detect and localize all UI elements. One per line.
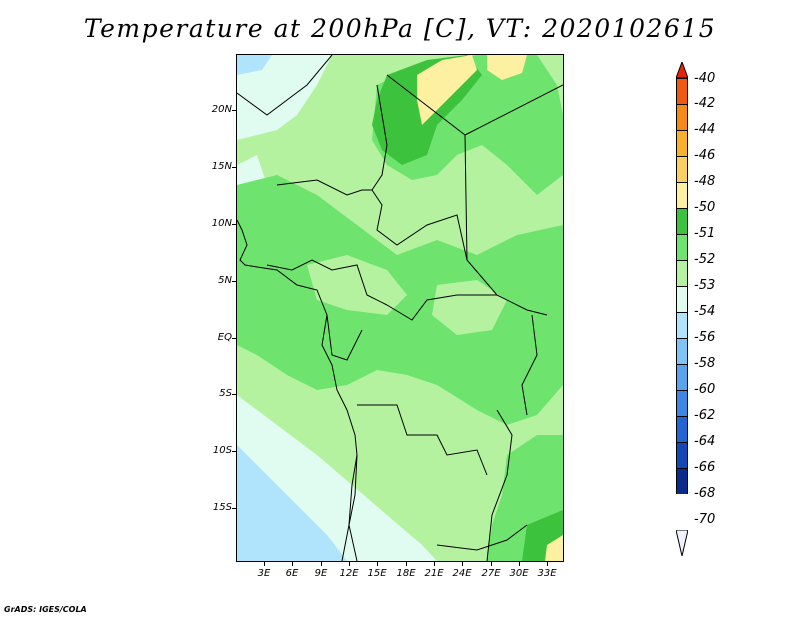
map-title: Temperature at 200hPa [C], VT: 202010261…	[83, 14, 717, 43]
temp-band-56-north	[237, 55, 272, 75]
lat-tick	[232, 167, 236, 168]
lat-tick	[232, 508, 236, 509]
lon-tick	[547, 562, 548, 566]
lat-label: 20N	[211, 104, 232, 115]
lat-tick	[232, 338, 236, 339]
lat-tick	[232, 224, 236, 225]
temp-band-50-north	[417, 55, 477, 125]
lat-label: 15S	[212, 502, 232, 513]
lon-tick	[321, 562, 322, 566]
lon-tick	[264, 562, 265, 566]
legend-swatch	[676, 208, 688, 234]
legend-label: -60	[694, 382, 716, 397]
temp-band-54-north	[237, 55, 332, 140]
legend-label: -40	[694, 71, 716, 86]
legend-label: -62	[694, 408, 716, 423]
legend-label: -56	[694, 330, 716, 345]
temperature-map	[236, 54, 564, 562]
legend-swatch	[676, 312, 688, 338]
legend-swatch	[676, 182, 688, 208]
legend-swatch	[676, 416, 688, 442]
lon-tick	[349, 562, 350, 566]
lon-tick	[519, 562, 520, 566]
footer-credit: GrADS: IGES/COLA	[4, 605, 87, 614]
lon-label: 15E	[367, 568, 387, 579]
lon-label: 24E	[452, 568, 472, 579]
legend-swatch	[676, 234, 688, 260]
lat-tick	[232, 110, 236, 111]
lon-tick	[292, 562, 293, 566]
legend-label: -46	[694, 148, 716, 163]
legend-label: -64	[694, 434, 716, 449]
lon-label: 33E	[537, 568, 557, 579]
legend-swatch	[676, 442, 688, 468]
legend-label: -48	[694, 174, 716, 189]
lon-label: 27E	[481, 568, 501, 579]
legend-top-cap	[676, 62, 688, 78]
legend-label: -54	[694, 304, 716, 319]
legend-swatch	[676, 260, 688, 286]
lon-label: 12E	[339, 568, 359, 579]
legend-label: -44	[694, 122, 716, 137]
lon-label: 18E	[396, 568, 416, 579]
legend-label: -66	[694, 460, 716, 475]
lon-label: 30E	[509, 568, 529, 579]
lat-label: 5S	[219, 388, 232, 399]
temp-band-56-southwest	[237, 445, 347, 561]
lat-label: 10S	[212, 445, 232, 456]
legend-label: -58	[694, 356, 716, 371]
legend-label: -51	[694, 226, 716, 241]
legend-swatch	[676, 338, 688, 364]
lat-label: EQ	[217, 332, 232, 343]
legend-swatch	[676, 286, 688, 312]
temp-band-50-se	[545, 535, 563, 561]
legend-swatch	[676, 78, 688, 104]
legend-label: -42	[694, 96, 716, 111]
lat-tick	[232, 451, 236, 452]
lon-tick	[377, 562, 378, 566]
lon-tick	[406, 562, 407, 566]
legend-label: -70	[694, 512, 716, 527]
lat-tick	[232, 394, 236, 395]
lon-tick	[434, 562, 435, 566]
country-borders	[237, 55, 563, 561]
legend-swatch	[676, 156, 688, 182]
lon-label: 9E	[314, 568, 328, 579]
legend-swatch	[676, 130, 688, 156]
legend-label: -68	[694, 486, 716, 501]
lon-tick	[491, 562, 492, 566]
legend-swatch	[676, 468, 688, 494]
lat-label: 15N	[211, 161, 232, 172]
lat-tick	[232, 281, 236, 282]
legend-swatch	[676, 390, 688, 416]
lon-label: 6E	[285, 568, 299, 579]
legend-label: -53	[694, 278, 716, 293]
temp-band-50-ne	[487, 55, 527, 80]
lon-tick	[462, 562, 463, 566]
temp-band-53-patch-b	[432, 280, 507, 335]
legend-swatch	[676, 364, 688, 390]
lon-label: 21E	[424, 568, 444, 579]
coastline	[237, 219, 358, 561]
lat-label: 10N	[211, 218, 232, 229]
legend-bottom-cap	[676, 530, 688, 556]
legend-label: -52	[694, 252, 716, 267]
legend-swatch	[676, 104, 688, 130]
lat-label: 5N	[218, 275, 232, 286]
lon-label: 3E	[257, 568, 271, 579]
legend-label: -50	[694, 200, 716, 215]
